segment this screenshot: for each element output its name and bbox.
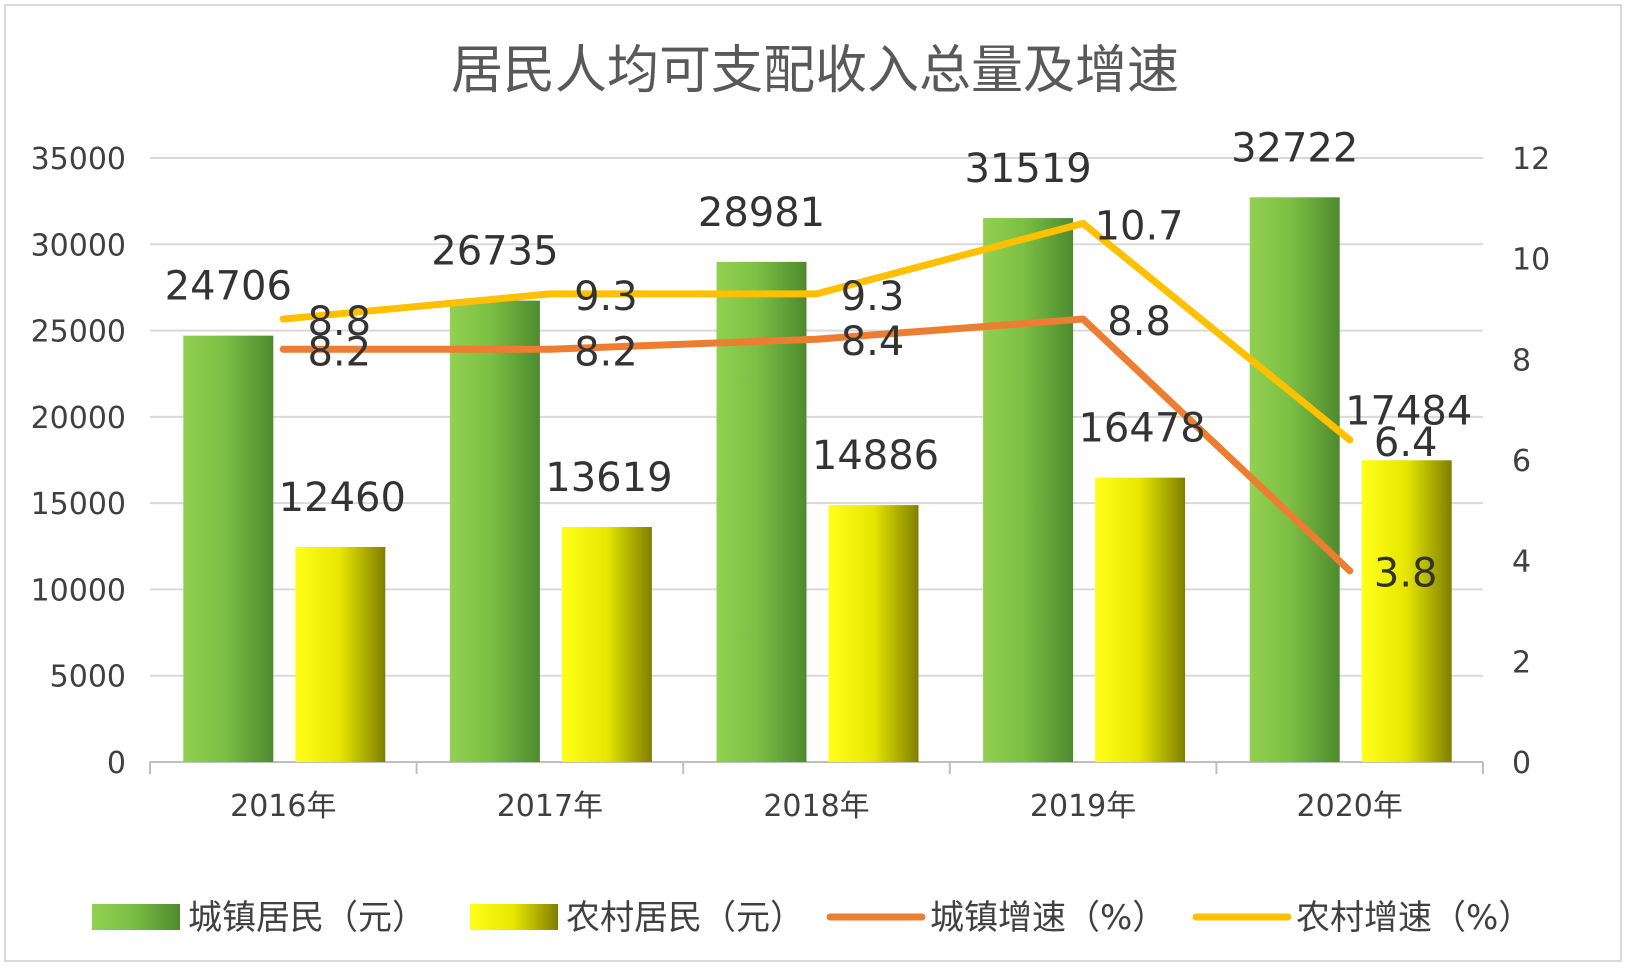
rural-growth-label: 9.3 — [574, 274, 638, 320]
rural-income-bar — [828, 505, 919, 762]
urban-growth-label: 8.2 — [574, 329, 638, 375]
legend-rural-growth-label: 农村增速（%） — [1296, 898, 1532, 938]
urban-income-label: 26735 — [431, 229, 558, 275]
y-right-tick-label: 6 — [1512, 444, 1531, 479]
x-tick-label: 2016年 — [230, 789, 336, 824]
y-left-tick-label: 5000 — [50, 660, 126, 695]
rural-growth-point — [813, 290, 820, 298]
legend: 城镇居民（元） 农村居民（元） 城镇增速（%） 农村增速（%） — [92, 898, 1532, 938]
rural-income-label: 13619 — [545, 455, 672, 501]
rural-growth-point — [279, 315, 287, 323]
rural-income-label: 17484 — [1345, 388, 1472, 434]
lines — [279, 219, 1354, 575]
urban-growth-point — [279, 345, 287, 353]
y-right-tick-label: 4 — [1512, 545, 1531, 580]
urban-growth-point — [813, 335, 820, 343]
y-left-tick-label: 10000 — [31, 573, 126, 608]
rural-growth-label: 8.8 — [307, 299, 371, 345]
y-right-tick-label: 2 — [1512, 645, 1531, 680]
urban-income-label: 32722 — [1231, 125, 1358, 171]
y-left-tick-label: 25000 — [31, 315, 126, 350]
y-left-tick-label: 30000 — [31, 228, 126, 263]
rural-income-label: 12460 — [279, 475, 406, 521]
urban-growth-point — [546, 345, 554, 353]
legend-urban-growth-label: 城镇增速（%） — [930, 898, 1166, 938]
urban-income-bar — [1249, 197, 1340, 762]
bars — [183, 197, 1452, 762]
legend-rural-growth: 农村增速（%） — [1192, 898, 1532, 938]
rural-growth-point — [1079, 219, 1087, 227]
y-left-tick-label: 15000 — [31, 487, 126, 522]
urban-income-label: 24706 — [165, 264, 292, 310]
legend-rural-income-swatch — [470, 904, 558, 930]
rural-growth-label: 10.7 — [1095, 203, 1184, 249]
rural-income-bar — [1095, 477, 1186, 762]
data-labels: 24706 26735 28981 31519 32722 12460 13619 14886… — [165, 125, 1473, 596]
chart-title: 居民人均可支配收入总量及增速 — [451, 41, 1179, 101]
urban-income-label: 31519 — [964, 146, 1091, 192]
y-left-tick-label: 0 — [107, 746, 126, 781]
y-right-tick-label: 8 — [1512, 343, 1531, 378]
rural-growth-point — [546, 290, 554, 298]
urban-income-bar — [449, 300, 540, 762]
rural-income-bar — [1361, 460, 1452, 762]
rural-growth-point — [1346, 436, 1354, 444]
y-right-tick-label: 12 — [1512, 142, 1550, 177]
urban-growth-label: 8.2 — [307, 329, 371, 375]
x-tick-label: 2018年 — [763, 789, 869, 824]
legend-rural-income-label: 农村居民（元） — [566, 898, 804, 938]
y-left-tick-label: 20000 — [31, 401, 126, 436]
y-right-tick-label: 10 — [1512, 243, 1550, 278]
legend-urban-income-label: 城镇居民（元） — [188, 898, 426, 938]
urban-income-label: 28981 — [698, 190, 825, 236]
rural-income-label: 16478 — [1078, 406, 1205, 452]
urban-growth-point — [1346, 567, 1354, 575]
x-tick-label: 2020年 — [1297, 789, 1403, 824]
y-right-tick-label: 0 — [1512, 746, 1531, 781]
x-tick-label: 2017年 — [497, 789, 603, 824]
urban-growth-point — [1079, 315, 1087, 323]
legend-rural-income: 农村居民（元） — [470, 898, 804, 938]
urban-income-bar — [183, 335, 274, 762]
urban-growth-label: 3.8 — [1374, 551, 1438, 597]
legend-urban-income: 城镇居民（元） — [92, 898, 426, 938]
rural-income-bar — [561, 526, 652, 762]
legend-urban-growth: 城镇增速（%） — [826, 898, 1166, 938]
rural-income-bar — [295, 546, 386, 762]
x-tick-label: 2019年 — [1030, 789, 1136, 824]
legend-urban-income-swatch — [92, 904, 180, 930]
axes: 0 5000 10000 15000 20000 25000 30000 35000 0 2 4 6 8… — [31, 142, 1551, 824]
urban-growth-label: 8.8 — [1107, 299, 1171, 345]
rural-income-label: 14886 — [812, 433, 939, 479]
rural-growth-label: 9.3 — [841, 274, 905, 320]
urban-growth-label: 8.4 — [841, 319, 905, 365]
rural-growth-label: 6.4 — [1374, 420, 1438, 466]
chart-frame — [4, 4, 1622, 962]
urban-income-bar — [983, 218, 1074, 762]
y-left-tick-label: 35000 — [31, 142, 126, 177]
